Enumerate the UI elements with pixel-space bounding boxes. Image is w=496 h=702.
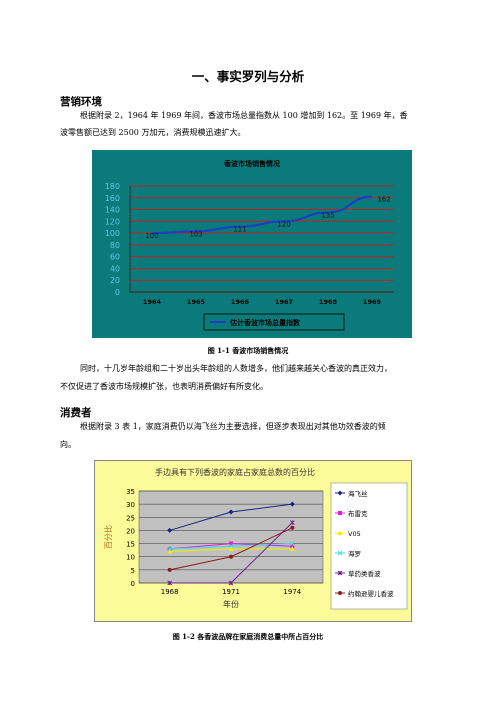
data-point <box>290 544 295 549</box>
x-tick-label: 1971 <box>222 588 240 596</box>
x-tick-label: 1966 <box>231 298 250 306</box>
y-tick-label: 5 <box>131 567 135 575</box>
plot-area <box>138 490 324 584</box>
section-heading-marketing: 营销环境 <box>60 96 102 108</box>
data-label: 100 <box>145 232 158 240</box>
market-sales-chart-svg: 香波市场销售情况 0 20 40 60 80 100 120 140 160 180 1964 1965… <box>105 159 394 331</box>
x-tick-label: 1964 <box>143 298 162 306</box>
data-point <box>167 546 173 552</box>
legend-label: V05 <box>348 530 361 538</box>
y-tick-label: 30 <box>126 501 135 509</box>
data-point <box>289 541 295 546</box>
y-tick-label: 80 <box>110 241 120 250</box>
y-tick-label: 20 <box>110 276 120 285</box>
data-point <box>167 567 172 572</box>
figure-caption: 图 1-1 香波市场销售情况 <box>207 346 289 355</box>
legend-label: 海罗 <box>348 549 361 558</box>
data-point <box>337 490 343 496</box>
y-tick-label: 140 <box>105 206 120 215</box>
section-heading-consumers: 消费者 <box>60 407 92 419</box>
y-tick-label: 35 <box>126 488 135 496</box>
chart-title: 手边具有下列香波的家庭占家庭总数的百分比 <box>155 467 315 477</box>
y-tick-label: 40 <box>110 264 120 273</box>
y-tick-label: 10 <box>126 554 135 562</box>
data-point <box>229 554 233 559</box>
data-point <box>338 591 342 595</box>
y-tick-label: 15 <box>126 541 135 549</box>
household-share-chart: 手边具有下列香波的家庭占家庭总数的百分比 0 5 10 15 20 25 30 35 1968 19… <box>94 460 412 622</box>
y-tick-label: 180 <box>105 182 120 191</box>
data-point <box>228 509 234 515</box>
y-tick-label: 25 <box>126 514 135 522</box>
x-tick-label: 1974 <box>283 588 301 596</box>
data-point <box>167 548 173 554</box>
y-axis-label: 百分比 <box>103 525 113 549</box>
x-tick-label: 1968 <box>319 298 338 306</box>
y-tick-label: 160 <box>105 194 120 203</box>
legend-label: 海飞丝 <box>348 489 368 498</box>
x-tick-label: 1967 <box>275 298 293 306</box>
data-point <box>229 541 233 546</box>
x-tick-label: 1968 <box>161 588 179 596</box>
y-tick-label: 100 <box>105 229 120 238</box>
data-point <box>167 527 173 533</box>
paragraph-line: 同时，十几岁年龄组和二十岁出头年龄组的人数增多，他们越来越关心香波的真正效力， <box>80 364 392 373</box>
y-tick-label: 60 <box>110 253 120 262</box>
legend-label: 布雷克 <box>348 509 368 518</box>
data-point <box>228 546 234 551</box>
chart-title: 香波市场销售情况 <box>223 159 280 168</box>
legend-label: 估计香波市场总量指数 <box>229 318 301 327</box>
legend-label: 草药类香波 <box>348 569 381 578</box>
data-label: 135 <box>321 212 334 220</box>
legend-label: 约翰逊婴儿香波 <box>348 589 394 598</box>
data-label: 162 <box>377 196 390 204</box>
paragraph-line: 根据附录 2，1964 年 1969 年间，香波市场总量指数从 100 增加到 … <box>80 111 408 120</box>
y-tick-label: 20 <box>126 527 135 535</box>
legend-box <box>330 482 408 610</box>
figure-caption: 图 1-2 各香波品牌在家庭消费总量中所占百分比 <box>172 632 324 641</box>
x-tick-label: 1969 <box>363 298 382 306</box>
y-tick-label: 0 <box>115 288 120 297</box>
y-tick-label: 120 <box>105 217 120 226</box>
paragraph-line: 波零售额已达到 2500 万加元，消费规模迅速扩大。 <box>60 128 246 137</box>
data-label: 120 <box>277 220 290 228</box>
paragraph-line: 向。 <box>60 440 76 449</box>
data-point <box>337 530 343 535</box>
data-point <box>338 511 342 515</box>
series-line <box>151 195 373 235</box>
data-point <box>228 543 234 549</box>
data-label: 111 <box>233 226 246 234</box>
paragraph-line: 根据附录 3 表 1，家庭消费仍以海飞丝为主要选择，但逐步表现出对其他功效香波的… <box>80 422 386 431</box>
legend-box <box>203 313 345 331</box>
y-tick-label: 0 <box>131 580 135 588</box>
paragraph-line: 不仅促进了香波市场规模扩张，也表明消费偏好有所变化。 <box>60 382 268 391</box>
x-tick-label: 1965 <box>187 298 206 306</box>
data-point <box>290 525 295 530</box>
household-share-chart-svg: 手边具有下列香波的家庭占家庭总数的百分比 0 5 10 15 20 25 30 35 1968 19… <box>103 467 408 610</box>
data-point <box>337 550 343 556</box>
page-title: 一、事实罗列与分析 <box>191 69 305 84</box>
data-label: 103 <box>189 230 202 238</box>
data-point <box>289 501 295 507</box>
market-sales-chart: 香波市场销售情况 0 20 40 60 80 100 120 140 160 180 1964 1965… <box>92 150 412 338</box>
x-axis-label: 年份 <box>223 599 239 609</box>
data-point <box>289 546 295 551</box>
